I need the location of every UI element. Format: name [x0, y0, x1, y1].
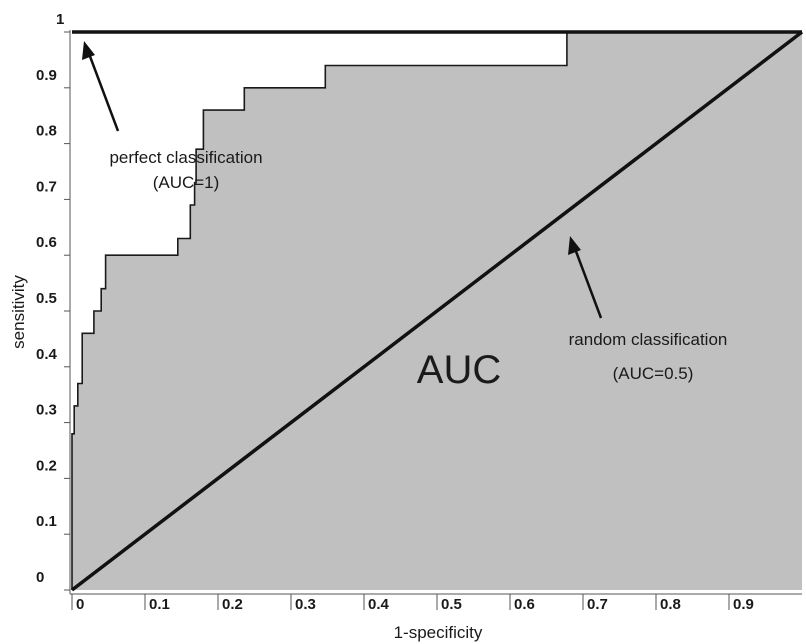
x-tick-label: 0.9: [733, 596, 754, 613]
random-arrowhead-icon: [568, 236, 581, 255]
random-classification-line: [70, 30, 804, 592]
auc-label: AUC: [417, 348, 501, 392]
x-axis-ticks: 0 0.1 0.2 0.3 0.4 0.5 0.6 0.7 0.8 0.9: [71, 594, 754, 613]
y-tick-label: 0.5: [36, 290, 57, 307]
random-classification-annotation: random classification (AUC=0.5): [568, 236, 727, 383]
y-tick-label: 0.9: [36, 67, 57, 84]
y-tick-label: 0: [36, 569, 44, 586]
perfect-annotation-line1: perfect classification: [109, 148, 262, 167]
x-tick-label: 0.2: [222, 596, 243, 613]
random-annotation-line1: random classification: [569, 330, 728, 349]
y-tick-label: 1: [56, 11, 64, 28]
y-tick-label: 0.8: [36, 123, 57, 140]
x-tick-label: 0.5: [441, 596, 462, 613]
perfect-annotation-line2: (AUC=1): [153, 173, 220, 192]
y-tick-label: 0.4: [36, 346, 58, 363]
random-annotation-line2: (AUC=0.5): [613, 364, 694, 383]
x-tick-label: 0.1: [149, 596, 170, 613]
x-tick-label: 0.3: [295, 596, 316, 613]
y-tick-label: 0.6: [36, 234, 57, 251]
x-tick-label: 0.4: [368, 596, 390, 613]
roc-curve-line: [71, 31, 802, 590]
y-tick-label: 0.3: [36, 402, 57, 419]
y-tick-label: 0.2: [36, 457, 57, 474]
x-tick-label: 0.6: [514, 596, 535, 613]
y-axis-title: sensitivity: [9, 275, 28, 349]
perfect-arrow-icon: [86, 50, 120, 132]
y-tick-label: 0.7: [36, 178, 57, 195]
perfect-classification-annotation: perfect classification (AUC=1): [82, 41, 263, 192]
x-tick-label: 0: [76, 596, 84, 613]
x-axis-title: 1-specificity: [394, 623, 483, 642]
x-tick-label: 0.8: [660, 596, 681, 613]
perfect-arrowhead-icon: [82, 41, 95, 60]
axes: [69, 30, 802, 595]
y-axis-ticks: 0 0.1 0.2 0.3 0.4 0.5 0.6 0.7 0.8 0.9 1: [36, 11, 70, 591]
x-tick-label: 0.7: [587, 596, 608, 613]
random-arrow-icon: [572, 245, 603, 319]
y-tick-label: 0.1: [36, 513, 57, 530]
